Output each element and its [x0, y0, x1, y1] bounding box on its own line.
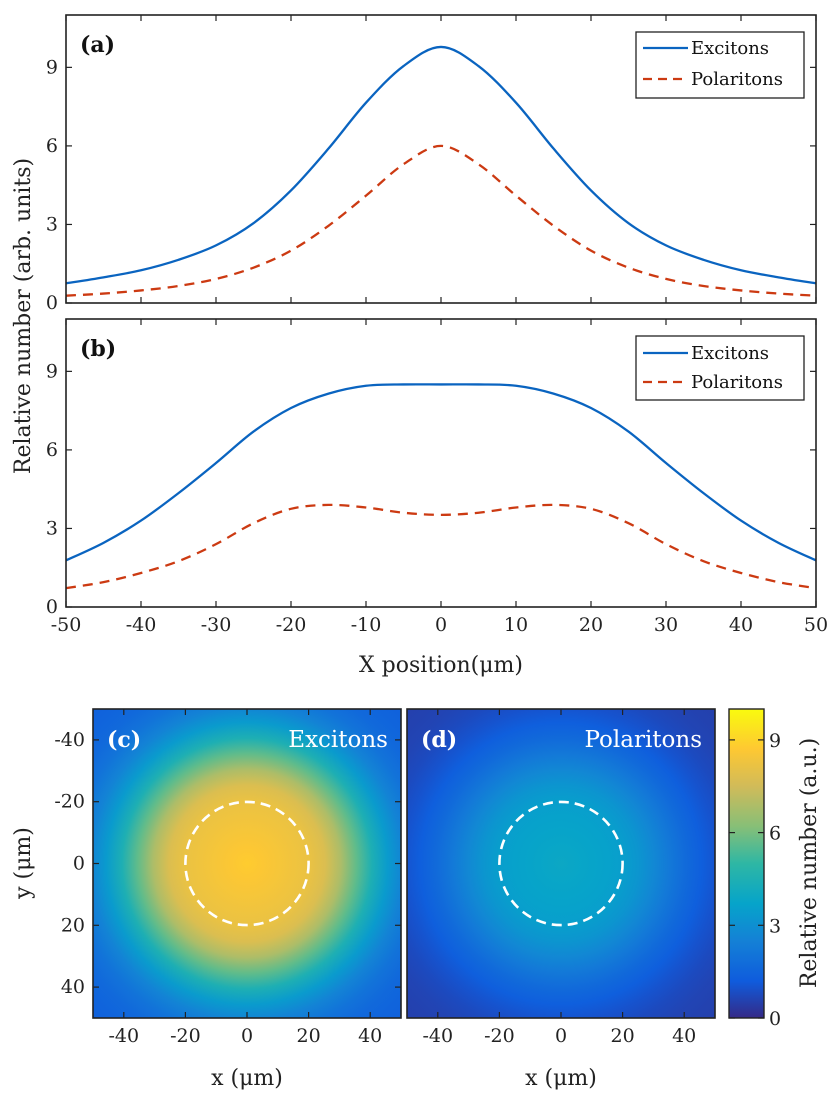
ytick-label-a-9: 9: [46, 56, 58, 78]
xtick-label-b--10: -10: [351, 614, 382, 636]
xtick-label-c--40: -40: [108, 1025, 139, 1047]
ytick-label-c-40: 40: [61, 976, 85, 998]
heatmap-panel-d: (d) Polaritons -40 -20 0 20 40 x (μm): [406, 708, 716, 1091]
colorbar-tick-label-6: 6: [769, 823, 781, 845]
colorbar: 0 3 6 9 Relative number (a.u.): [728, 708, 822, 1030]
xtick-label-b-0: 0: [435, 614, 447, 636]
ytick-label-c-20: 20: [61, 914, 85, 936]
xtick-label-b-10: 10: [504, 614, 528, 636]
line-panel-a: 0 3 6 9 (a) Excitons Polaritons: [46, 14, 817, 314]
heatmap-c-ylabel: y (μm): [11, 827, 36, 900]
line-panel-b: 0 3 6 9 -50 -40 -30 -20 -10 0 10 20 30 40 50 (b) Excit…: [46, 318, 828, 678]
legend-b-polaritons-label: Polaritons: [691, 372, 783, 393]
heatmap-c-panel-label: (c): [107, 727, 141, 753]
heatmap-d-ticks: -40 -20 0 20 40: [422, 709, 696, 1047]
panel-b-ticks: 0 3 6 9 -50 -40 -30 -20 -10 0 10 20 30 40 50: [46, 319, 828, 636]
panel-a-ticks: 0 3 6 9: [46, 15, 817, 314]
xtick-label-c-20: 20: [297, 1025, 321, 1047]
heatmap-c-ticks: -40 -20 0 20 40 -40 -20 0 20 40: [54, 709, 401, 1047]
panel-b-label: (b): [80, 336, 116, 362]
ytick-label-b-3: 3: [46, 517, 58, 539]
panel-a-label: (a): [80, 32, 115, 58]
heatmap-c-circle: [184, 800, 310, 927]
panel-a-frame: [65, 14, 817, 304]
xtick-label-d-0: 0: [555, 1025, 567, 1047]
ytick-label-c--20: -20: [54, 791, 85, 813]
xtick-label-b-30: 30: [654, 614, 678, 636]
ytick-label-b-0: 0: [46, 596, 58, 618]
colorbar-tick-label-9: 9: [769, 730, 781, 752]
panel-b-frame: [65, 318, 817, 608]
panel-b-series: [65, 383, 817, 590]
colorbar-tick-label-0: 0: [769, 1008, 781, 1030]
xtick-label-c--20: -20: [170, 1025, 201, 1047]
xtick-label-d--20: -20: [484, 1025, 515, 1047]
shared-ylabel: Relative number (arb. units): [11, 158, 36, 474]
xtick-label-b-40: 40: [729, 614, 753, 636]
ytick-label-a-6: 6: [46, 135, 58, 157]
legend-a-polaritons-label: Polaritons: [691, 69, 783, 90]
ytick-label-a-0: 0: [46, 292, 58, 314]
xtick-label-d--40: -40: [422, 1025, 453, 1047]
xtick-label-b--30: -30: [201, 614, 232, 636]
series-b-excitons: [65, 383, 817, 562]
xtick-label-c-0: 0: [241, 1025, 253, 1047]
colorbar-ticks: 0 3 6 9: [729, 730, 781, 1030]
colorbar-gradient: [728, 708, 765, 1019]
heatmap-d-title: Polaritons: [584, 727, 702, 753]
xtick-label-c-40: 40: [358, 1025, 382, 1047]
colorbar-label: Relative number (a.u.): [797, 738, 822, 988]
xtick-label-b--40: -40: [126, 614, 157, 636]
series-a-polaritons: [65, 144, 817, 297]
xtick-label-d-20: 20: [611, 1025, 635, 1047]
panel-b-xlabel: X position(μm): [359, 653, 523, 678]
heatmap-c-title: Excitons: [288, 727, 388, 753]
ytick-label-c-0: 0: [73, 853, 85, 875]
legend-a-excitons-label: Excitons: [691, 38, 769, 59]
panel-a-series: [65, 45, 817, 297]
ytick-label-a-3: 3: [46, 213, 58, 235]
xtick-label-d-40: 40: [672, 1025, 696, 1047]
panel-a-legend: Excitons Polaritons: [635, 31, 805, 99]
heatmap-d-panel-label: (d): [421, 727, 457, 753]
ytick-label-c--40: -40: [54, 729, 85, 751]
heatmap-c-field: [93, 709, 401, 1018]
colorbar-tick-label-3: 3: [769, 915, 781, 937]
xtick-label-b-50: 50: [804, 614, 828, 636]
heatmap-c-xlabel: x (μm): [211, 1066, 283, 1091]
heatmap-panel-c: (c) Excitons -40 -20 0 20 40 -40 -20 0 20 40 x (μ…: [11, 708, 402, 1091]
ytick-label-b-6: 6: [46, 439, 58, 461]
series-b-polaritons: [65, 503, 817, 590]
heatmap-d-circle: [498, 800, 624, 927]
ytick-label-b-9: 9: [46, 360, 58, 382]
heatmap-d-field: [407, 709, 715, 1018]
xtick-label-b-20: 20: [579, 614, 603, 636]
series-a-excitons: [65, 45, 817, 285]
xtick-label-b--20: -20: [276, 614, 307, 636]
legend-b-excitons-label: Excitons: [691, 343, 769, 364]
panel-b-legend: Excitons Polaritons: [635, 335, 805, 401]
xtick-label-b--50: -50: [51, 614, 82, 636]
heatmap-d-xlabel: x (μm): [525, 1066, 597, 1091]
